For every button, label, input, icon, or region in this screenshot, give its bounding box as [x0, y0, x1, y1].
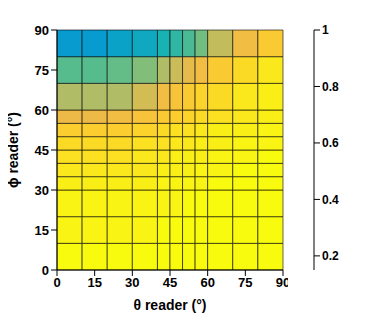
svg-text:1: 1	[322, 23, 329, 37]
svg-text:75: 75	[238, 275, 252, 290]
svg-text:30: 30	[125, 275, 139, 290]
svg-text:0.2: 0.2	[322, 249, 339, 263]
svg-text:75: 75	[35, 63, 49, 78]
svg-text:0: 0	[53, 275, 60, 290]
svg-text:45: 45	[35, 143, 49, 158]
svg-text:0: 0	[42, 263, 49, 278]
svg-text:30: 30	[35, 183, 49, 198]
svg-text:60: 60	[200, 275, 214, 290]
svg-text:ϕ reader (°): ϕ reader (°)	[8, 112, 21, 188]
svg-text:15: 15	[87, 275, 101, 290]
svg-text:0.4: 0.4	[322, 193, 339, 207]
svg-text:90: 90	[276, 275, 288, 290]
svg-text:45: 45	[163, 275, 177, 290]
svg-text:0.8: 0.8	[322, 80, 339, 94]
svg-text:60: 60	[35, 103, 49, 118]
svg-text:0.6: 0.6	[322, 136, 339, 150]
svg-text:θ reader (°): θ reader (°)	[133, 297, 206, 313]
svg-text:15: 15	[35, 223, 49, 238]
svg-text:90: 90	[35, 23, 49, 38]
